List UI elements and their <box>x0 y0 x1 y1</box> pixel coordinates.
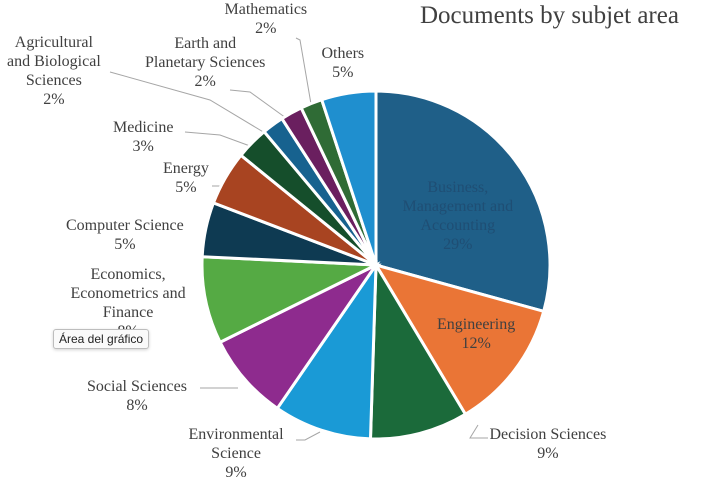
data-label-12: Others 5% <box>322 44 365 82</box>
leader-line-9 <box>109 71 266 134</box>
data-label-percent: 3% <box>132 138 154 155</box>
pie-slice-5[interactable] <box>200 255 382 345</box>
data-label-11: Mathematics 2% <box>225 0 308 38</box>
data-label-percent: 2% <box>43 91 65 108</box>
data-label-4: Social Sciences 8% <box>87 377 187 415</box>
data-label-name: Energy <box>163 160 209 177</box>
leader-line-8 <box>184 131 251 147</box>
pie-slice-12[interactable] <box>319 89 378 266</box>
data-label-7: Energy 5% <box>163 159 209 197</box>
data-label-percent: 12% <box>461 335 491 352</box>
data-label-5: Economics,Econometrics andFinance8% <box>71 265 186 341</box>
pie-slice-1[interactable] <box>372 262 546 417</box>
data-label-name: and Biological <box>7 53 101 70</box>
pie-slice-3[interactable] <box>275 259 378 441</box>
data-label-6: Computer Science 5% <box>66 216 184 254</box>
data-label-name: Others <box>321 45 365 62</box>
data-label-name: Earth and <box>174 35 237 52</box>
data-label-name: Social Sciences <box>87 378 187 395</box>
data-label-10: Earth and Planetary Sciences 2% <box>145 34 265 91</box>
leader-line-2 <box>469 424 488 439</box>
data-label-name: Agricultural <box>14 34 93 51</box>
data-label-name: Econometrics and <box>70 285 186 302</box>
data-label-name: Environmental <box>188 426 284 443</box>
data-label-percent: 5% <box>332 64 354 81</box>
pie-slice-0[interactable] <box>374 89 552 314</box>
pie-slice-4[interactable] <box>218 261 381 411</box>
pie-slice-2[interactable] <box>368 259 468 441</box>
data-label-name: Business, <box>427 179 489 196</box>
data-label-percent: 9% <box>537 445 559 462</box>
data-label-2: Decision Sciences 9% <box>490 425 607 463</box>
data-label-percent: 9% <box>225 464 247 481</box>
data-label-name: Science <box>211 445 261 462</box>
data-label-name: Sciences <box>25 72 82 89</box>
data-label-percent: 8% <box>126 397 148 414</box>
data-label-percent: 5% <box>114 236 136 253</box>
chart-area-tooltip: Área del gráfico <box>53 329 150 349</box>
data-label-name: Mathematics <box>224 1 308 18</box>
data-label-percent: 2% <box>194 73 216 90</box>
data-label-percent: 29% <box>443 236 473 253</box>
data-label-9: Agricultural and Biological Sciences 2% <box>7 33 101 109</box>
data-label-name: Engineering <box>437 316 516 333</box>
data-label-1: Engineering 12% <box>437 315 515 353</box>
data-label-name: Management and <box>402 198 514 215</box>
data-label-name: Planetary Sciences <box>145 54 266 71</box>
data-label-name: Finance <box>102 304 154 321</box>
leader-line-10 <box>229 89 287 119</box>
data-label-3: Environmental Science 9% <box>189 425 284 482</box>
data-label-name: Computer Science <box>66 217 184 234</box>
data-label-name: Accounting <box>420 217 496 234</box>
data-label-percent: 2% <box>255 20 277 37</box>
chart-title: Documents by subjet area <box>420 2 679 29</box>
data-label-0: Business, Management and Accounting 29% <box>403 178 514 254</box>
data-label-name: Medicine <box>113 119 174 136</box>
data-label-8: Medicine 3% <box>113 118 173 156</box>
leader-line-11 <box>295 37 312 105</box>
leader-line-3 <box>296 431 321 441</box>
data-label-name: Economics, <box>90 266 166 283</box>
data-label-percent: 5% <box>175 179 197 196</box>
data-label-name: Decision Sciences <box>489 426 607 443</box>
